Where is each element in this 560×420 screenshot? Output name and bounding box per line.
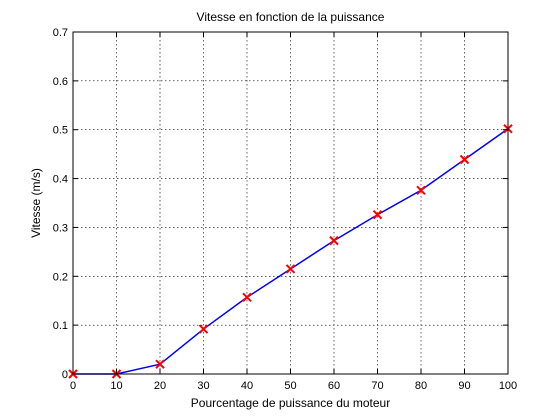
- data-point-marker: [459, 154, 470, 165]
- y-tick-label: 0.2: [53, 271, 68, 283]
- data-point-marker: [155, 359, 165, 369]
- y-tick-label: 0.7: [53, 27, 68, 39]
- x-tick-label: 90: [458, 380, 470, 392]
- data-point-marker: [416, 185, 426, 196]
- data-point-marker: [285, 264, 296, 274]
- x-tick-label: 30: [197, 380, 209, 392]
- y-tick-label: 0.3: [53, 222, 68, 234]
- data-point-marker: [242, 292, 252, 303]
- ticks: 0 10 20 30 40 50 60 70 80 90 100 0 0.1 0.2 0.3 0.4 0.5 0.…: [53, 27, 517, 392]
- y-tick-label: 0: [62, 369, 68, 381]
- y-tick-label: 0.6: [53, 76, 68, 88]
- chart-title: Vitesse en fonction de la puissance: [197, 10, 385, 24]
- y-tick-label: 0.1: [53, 320, 68, 332]
- x-axis-title: Pourcentage de puissance du moteur: [191, 396, 390, 410]
- x-tick-label: 20: [154, 380, 166, 392]
- x-tick-label: 60: [328, 380, 340, 392]
- x-tick-label: 0: [70, 380, 76, 392]
- plot-area: [73, 32, 508, 374]
- data-point-marker: [198, 324, 209, 334]
- y-tick-label: 0.5: [53, 125, 68, 137]
- x-tick-label: 10: [110, 380, 122, 392]
- x-tick-label: 80: [415, 380, 427, 392]
- x-tick-label: 70: [371, 380, 383, 392]
- grid: [73, 32, 508, 374]
- data-point-marker: [329, 235, 339, 246]
- data-point-marker: [372, 210, 383, 220]
- x-tick-label: 100: [499, 380, 517, 392]
- x-tick-label: 40: [241, 380, 253, 392]
- y-tick-label: 0.4: [53, 174, 68, 186]
- y-axis-title: Vitesse (m/s): [29, 168, 43, 238]
- x-tick-label: 50: [284, 380, 296, 392]
